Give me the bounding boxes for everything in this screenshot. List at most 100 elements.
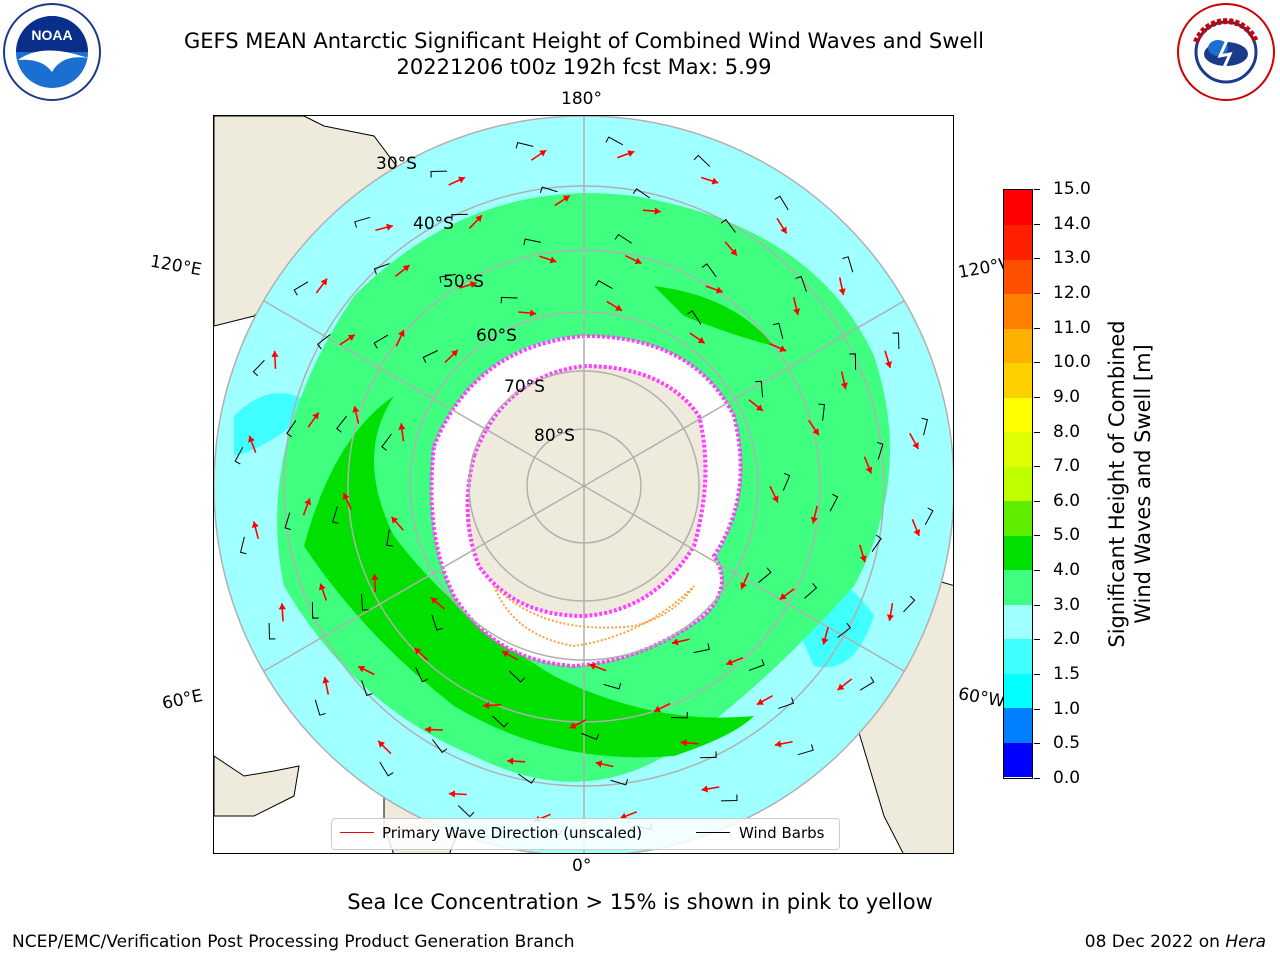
chart-title-line1: GEFS MEAN Antarctic Significant Height o… bbox=[183, 29, 985, 53]
wave-arrow-head bbox=[886, 614, 895, 621]
wave-arrow-head bbox=[730, 248, 737, 256]
wave-arrow-head bbox=[756, 404, 763, 411]
lon-label-120e: 120°E bbox=[148, 251, 204, 281]
wave-arrow-head bbox=[475, 215, 483, 223]
wind-barb bbox=[316, 334, 331, 350]
wind-barb bbox=[360, 594, 369, 611]
wave-arrow-head bbox=[654, 207, 661, 215]
wave-arrow-head bbox=[424, 726, 431, 734]
colorbar-segment bbox=[1004, 466, 1032, 502]
wind-barb bbox=[632, 188, 650, 199]
wind-barb bbox=[921, 417, 929, 436]
wave-arrow-head bbox=[501, 650, 509, 658]
wind-barb bbox=[252, 359, 265, 377]
colorbar-tick bbox=[1034, 362, 1040, 364]
wind-barb bbox=[293, 281, 309, 296]
wave-arrow-head bbox=[615, 304, 623, 311]
wind-barb bbox=[439, 273, 456, 283]
colorbar-segment bbox=[1004, 742, 1032, 778]
legend-wave-label: Primary Wave Direction (unscaled) bbox=[382, 824, 643, 842]
wave-arrow-head bbox=[771, 495, 779, 503]
wind-barb bbox=[415, 667, 429, 683]
wave-arrow-head bbox=[779, 592, 787, 600]
colorbar-tick bbox=[1034, 778, 1040, 779]
colorbar-tick-label: 14.0 bbox=[1053, 213, 1091, 234]
lon-label-0: 0° bbox=[572, 856, 592, 876]
wind-barb bbox=[518, 773, 536, 784]
colorbar-tick bbox=[1034, 189, 1040, 190]
colorbar-segment bbox=[1004, 328, 1032, 364]
wave-arrow-head bbox=[322, 676, 330, 684]
wind-barb bbox=[354, 216, 371, 228]
wave-arrow-head bbox=[398, 423, 406, 430]
wind-barb bbox=[373, 263, 390, 275]
wind-barb bbox=[804, 583, 818, 599]
colorbar-tick-label: 7.0 bbox=[1053, 456, 1081, 477]
lat-label-30s: 30°S bbox=[376, 154, 417, 174]
wave-arrow-head bbox=[779, 345, 787, 352]
colorbar-segment bbox=[1004, 259, 1032, 295]
wave-arrow-head bbox=[458, 176, 466, 184]
wave-arrow-head bbox=[793, 308, 801, 315]
colorbar-tick bbox=[1034, 604, 1040, 606]
map-canvas: 30°S 40°S 50°S 60°S 70°S 80°S bbox=[214, 116, 953, 853]
colorbar-tick bbox=[1034, 708, 1040, 710]
wind-barb bbox=[361, 680, 373, 697]
colorbar-tick bbox=[1034, 743, 1040, 745]
colorbar-tick bbox=[1034, 466, 1040, 468]
wind-barb bbox=[286, 420, 297, 438]
colorbar-segment bbox=[1004, 224, 1032, 260]
footer-date: 08 Dec 2022 on Hera bbox=[1085, 932, 1266, 952]
colorbar-segment bbox=[1004, 362, 1032, 398]
colorbar-tick-label: 0.0 bbox=[1053, 768, 1081, 788]
wind-barb bbox=[701, 263, 717, 278]
wave-arrow-head bbox=[352, 406, 360, 413]
wave-arrow-head bbox=[271, 350, 279, 358]
wave-arrow-head bbox=[507, 757, 514, 765]
wind-barb bbox=[758, 567, 772, 583]
lat-label-50s: 50°S bbox=[443, 272, 484, 292]
colorbar-segment bbox=[1004, 535, 1032, 571]
wind-barb bbox=[859, 676, 875, 691]
lat-label-80s: 80°S bbox=[534, 426, 575, 446]
wind-barb bbox=[234, 446, 244, 465]
wind-barb bbox=[797, 744, 814, 756]
wave-arrow-head bbox=[774, 740, 782, 748]
colorbar bbox=[1003, 189, 1033, 779]
wave-arrow-head bbox=[342, 492, 350, 500]
wave-arrow-head bbox=[715, 286, 723, 294]
colorbar-segment bbox=[1004, 500, 1032, 536]
wind-barb bbox=[795, 275, 807, 292]
wind-barb bbox=[515, 141, 534, 149]
wave-arrow-head bbox=[529, 309, 537, 317]
nws-logo bbox=[1177, 3, 1275, 101]
wave-arrow-head bbox=[278, 603, 286, 610]
wind-barb bbox=[539, 186, 558, 194]
colorbar-tick bbox=[1034, 639, 1040, 641]
wave-arrow-head bbox=[320, 278, 328, 286]
wind-barb bbox=[284, 512, 292, 531]
wind-barb bbox=[755, 380, 764, 398]
wave-band-high bbox=[304, 396, 754, 758]
wave-arrow-head bbox=[780, 226, 787, 234]
colorbar-tick-label: 5.0 bbox=[1053, 525, 1081, 546]
wave-arrow-head bbox=[469, 281, 477, 289]
wind-barb bbox=[837, 622, 852, 638]
wave-arrow-head bbox=[549, 256, 557, 264]
wind-barb bbox=[782, 472, 791, 491]
colorbar-tick-label: 12.0 bbox=[1053, 282, 1091, 303]
wave-arrow-head bbox=[318, 583, 326, 591]
colorbar-title-line1: Significant Height of Combined bbox=[1105, 320, 1129, 648]
wind-barb bbox=[523, 238, 541, 246]
colorbar-tick-label: 9.0 bbox=[1053, 386, 1081, 407]
lon-label-180: 180° bbox=[561, 89, 602, 109]
wind-barb bbox=[422, 350, 438, 364]
wind-barb bbox=[614, 233, 633, 244]
wind-barb bbox=[595, 279, 613, 290]
wind-barb bbox=[311, 602, 319, 619]
wind-barb bbox=[671, 711, 688, 719]
sea-ice-note: Sea Ice Concentration > 15% is shown in … bbox=[347, 890, 933, 914]
wave-arrow-head bbox=[838, 288, 846, 296]
lat-label-40s: 40°S bbox=[413, 214, 454, 234]
wave-arrow-head bbox=[589, 663, 597, 670]
